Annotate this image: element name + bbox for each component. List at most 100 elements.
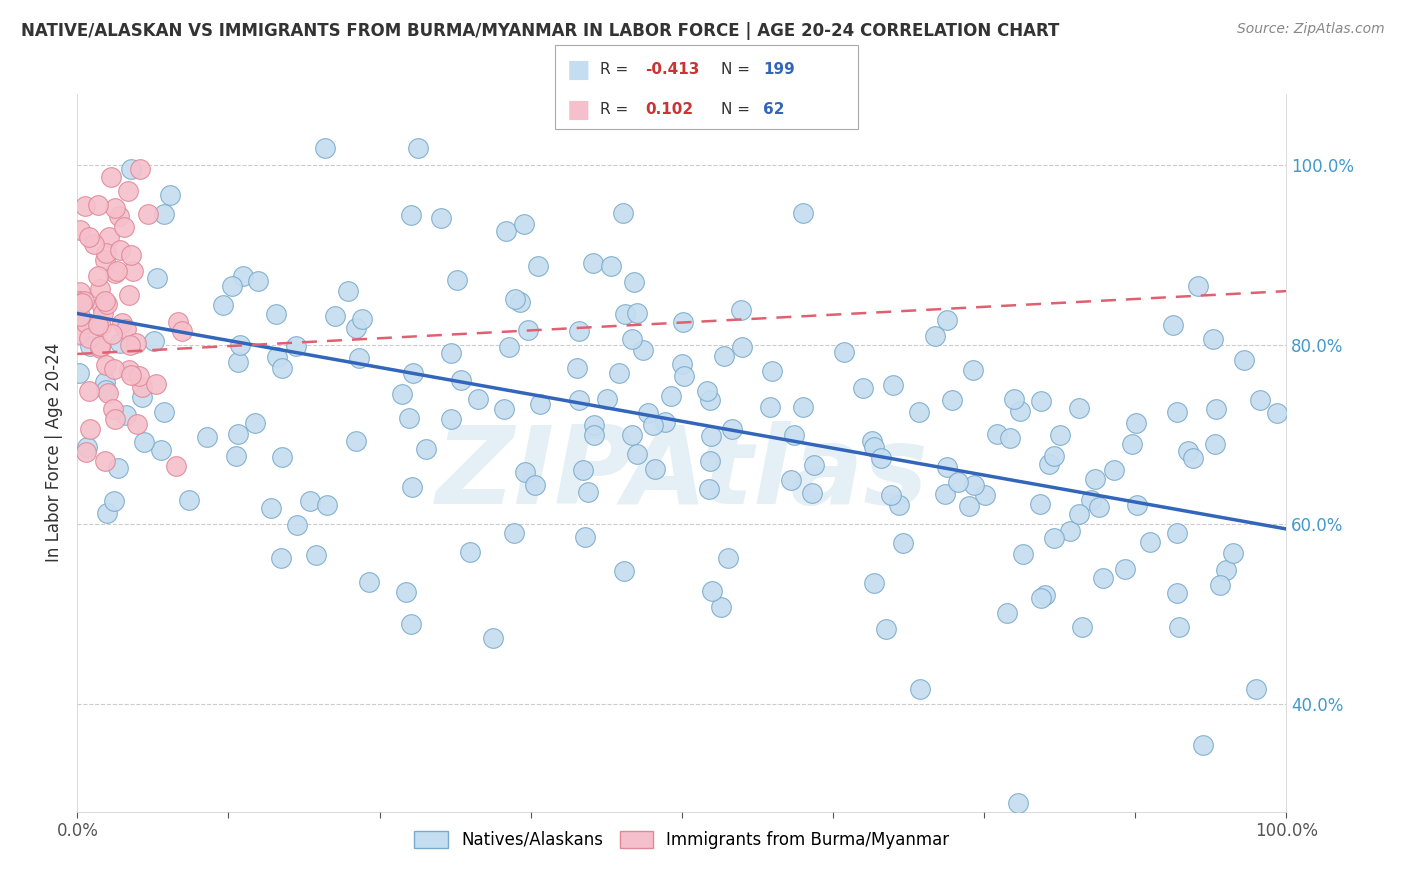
Point <box>863 440 886 454</box>
Point <box>631 343 654 357</box>
Point <box>229 338 252 352</box>
Point <box>247 274 270 288</box>
Point <box>612 206 634 220</box>
Point <box>697 482 720 496</box>
Point <box>1043 531 1066 545</box>
Point <box>96 384 118 398</box>
Point <box>908 405 931 419</box>
Point <box>89 339 111 353</box>
Point <box>934 487 956 501</box>
Point <box>1102 463 1125 477</box>
Point <box>761 364 783 378</box>
Point <box>212 298 235 312</box>
Point <box>863 575 886 590</box>
Point <box>103 402 125 417</box>
Point <box>626 447 648 461</box>
Point <box>1267 406 1289 420</box>
Text: 62: 62 <box>763 103 785 117</box>
Point <box>347 351 370 365</box>
Point <box>94 293 117 308</box>
Point <box>860 434 883 448</box>
Text: ZIPAtlas: ZIPAtlas <box>436 421 928 527</box>
Point <box>792 206 814 220</box>
Point <box>1202 332 1225 346</box>
Point <box>195 429 218 443</box>
Point <box>1209 578 1232 592</box>
Point <box>110 243 132 257</box>
Point <box>111 316 134 330</box>
Point <box>125 335 148 350</box>
Point <box>266 307 288 321</box>
Point <box>104 201 127 215</box>
Point <box>399 208 422 222</box>
Point <box>83 236 105 251</box>
Point <box>516 323 538 337</box>
Point <box>145 376 167 391</box>
Point <box>527 259 550 273</box>
Point <box>337 284 360 298</box>
Point <box>1029 393 1052 408</box>
Point <box>77 384 100 398</box>
Point <box>973 488 995 502</box>
Point <box>271 450 294 464</box>
Point <box>73 293 96 308</box>
Point <box>495 224 517 238</box>
Point <box>79 422 101 436</box>
Point <box>941 392 963 407</box>
Point <box>1215 563 1237 577</box>
Point <box>626 306 648 320</box>
Point <box>957 499 980 513</box>
Point <box>1067 507 1090 521</box>
Point <box>110 335 132 350</box>
Point <box>315 498 337 512</box>
Point <box>875 622 897 636</box>
Point <box>91 299 114 313</box>
Point <box>94 376 117 390</box>
Text: -0.413: -0.413 <box>645 62 700 77</box>
Point <box>696 384 718 398</box>
Point <box>700 584 723 599</box>
Point <box>467 392 489 406</box>
Point <box>1029 497 1052 511</box>
Point <box>105 263 128 277</box>
Point <box>574 530 596 544</box>
Point <box>758 400 780 414</box>
Point <box>523 478 546 492</box>
Point <box>1010 404 1032 418</box>
Point <box>924 328 946 343</box>
Point <box>963 477 986 491</box>
Point <box>120 161 142 176</box>
Point <box>1249 393 1271 408</box>
Text: R =: R = <box>600 103 628 117</box>
Legend: Natives/Alaskans, Immigrants from Burma/Myanmar: Natives/Alaskans, Immigrants from Burma/… <box>406 822 957 857</box>
Point <box>529 397 551 411</box>
Point <box>94 245 117 260</box>
Point <box>1084 472 1107 486</box>
Point <box>1033 588 1056 602</box>
Point <box>515 465 537 479</box>
Point <box>962 363 984 377</box>
Point <box>350 312 373 326</box>
Point <box>494 402 516 417</box>
Point <box>415 442 437 457</box>
Point <box>284 338 307 352</box>
Point <box>801 485 824 500</box>
Point <box>96 297 118 311</box>
Point <box>672 315 695 329</box>
Point <box>401 366 423 380</box>
Point <box>153 207 176 221</box>
Point <box>887 499 910 513</box>
Point <box>159 188 181 202</box>
Point <box>644 462 666 476</box>
Point <box>1233 353 1256 368</box>
Point <box>783 428 806 442</box>
Point <box>76 440 98 454</box>
Point <box>721 422 744 436</box>
Point <box>1007 796 1029 810</box>
Point <box>94 359 117 373</box>
Point <box>700 429 723 443</box>
Point <box>498 340 520 354</box>
Point <box>120 248 142 262</box>
Point <box>710 599 733 614</box>
Text: 199: 199 <box>763 62 796 77</box>
